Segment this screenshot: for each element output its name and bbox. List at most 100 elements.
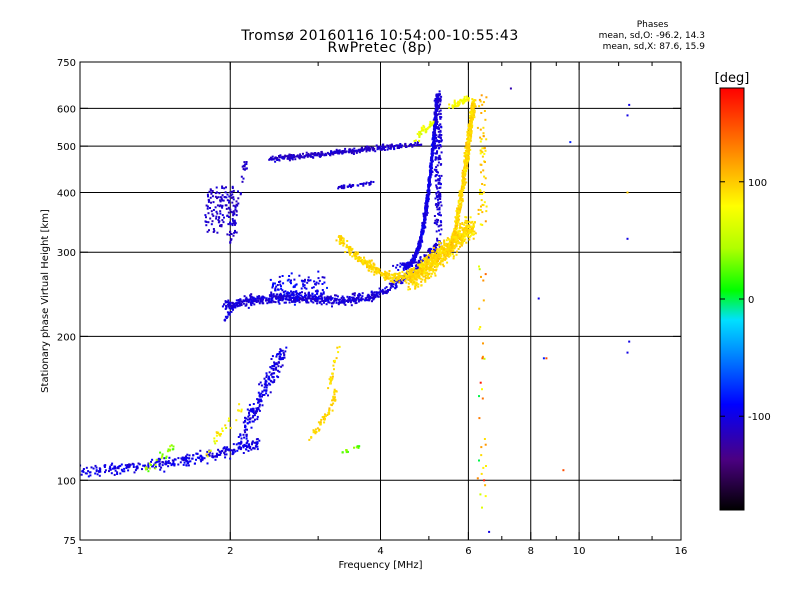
data-point (481, 183, 484, 185)
data-point (439, 97, 442, 100)
data-point (214, 458, 217, 461)
data-point (411, 282, 414, 285)
data-point (369, 296, 372, 298)
data-point (199, 455, 202, 458)
data-point (467, 235, 469, 238)
data-point (375, 293, 378, 295)
data-point (476, 477, 479, 480)
data-point (362, 184, 365, 187)
data-point (216, 191, 218, 194)
data-point (326, 414, 329, 416)
data-point (337, 351, 340, 354)
data-point (428, 183, 431, 186)
data-point (169, 445, 172, 448)
data-point (407, 285, 410, 288)
data-point (377, 291, 380, 294)
data-point (268, 300, 271, 303)
data-point (257, 407, 260, 409)
data-point (468, 128, 471, 131)
data-point (439, 158, 442, 160)
data-point (244, 431, 247, 434)
data-point (456, 223, 459, 226)
data-point (348, 185, 351, 188)
data-point (454, 246, 457, 249)
data-point (427, 193, 430, 196)
data-point (315, 153, 318, 156)
data-point (314, 290, 317, 293)
data-point (431, 154, 434, 157)
data-point (469, 122, 472, 125)
data-point (219, 453, 222, 456)
data-point (466, 152, 468, 155)
data-point (452, 257, 455, 260)
data-point (82, 470, 85, 473)
data-point (372, 262, 375, 265)
data-point (328, 407, 331, 410)
data-point (419, 259, 422, 262)
data-point (439, 194, 441, 197)
data-point (465, 144, 468, 147)
data-point (261, 404, 264, 407)
data-point (384, 146, 387, 148)
data-point (431, 260, 434, 263)
data-point (483, 438, 486, 440)
data-point (136, 465, 139, 468)
data-point (481, 155, 484, 158)
data-point (441, 257, 444, 260)
data-point (298, 293, 301, 296)
data-point (250, 293, 253, 296)
data-point (234, 450, 237, 453)
data-point (221, 305, 224, 308)
data-point (269, 294, 271, 297)
data-point (385, 277, 388, 280)
data-point (165, 455, 168, 458)
data-point (436, 126, 439, 129)
data-point (357, 148, 360, 151)
data-point (471, 102, 473, 105)
data-point (232, 306, 235, 309)
data-point (260, 384, 263, 387)
data-point (462, 100, 465, 103)
data-point (469, 234, 472, 237)
data-point (467, 159, 470, 162)
data-point (432, 250, 435, 253)
data-point (405, 274, 408, 277)
data-point (463, 166, 466, 169)
data-point (272, 381, 274, 384)
data-point (243, 436, 246, 439)
data-point (457, 210, 460, 213)
data-point (323, 281, 326, 284)
data-point (228, 234, 231, 236)
data-point (381, 273, 384, 275)
data-point (440, 134, 443, 136)
data-point (312, 301, 315, 304)
data-point (435, 127, 438, 130)
y-tick-label: 300 (57, 248, 76, 259)
data-point (353, 254, 356, 257)
data-point (448, 238, 451, 241)
data-point (360, 147, 363, 150)
data-point (428, 179, 431, 181)
data-point (324, 413, 326, 416)
data-point (380, 274, 383, 277)
data-point (320, 150, 323, 153)
data-point (461, 169, 464, 172)
data-point (348, 296, 351, 298)
data-point (302, 279, 305, 282)
data-point (320, 303, 323, 306)
data-point (340, 186, 343, 188)
data-point (236, 449, 239, 452)
data-point (227, 305, 230, 308)
data-point (206, 450, 209, 453)
data-point (465, 170, 468, 172)
data-point (408, 268, 411, 271)
data-point (181, 456, 184, 459)
data-point (353, 446, 355, 449)
data-point (480, 138, 483, 141)
data-point (298, 274, 301, 277)
data-point (378, 293, 381, 296)
data-point (335, 390, 338, 393)
data-point (396, 264, 399, 267)
data-point (238, 300, 241, 303)
data-point (252, 412, 255, 415)
